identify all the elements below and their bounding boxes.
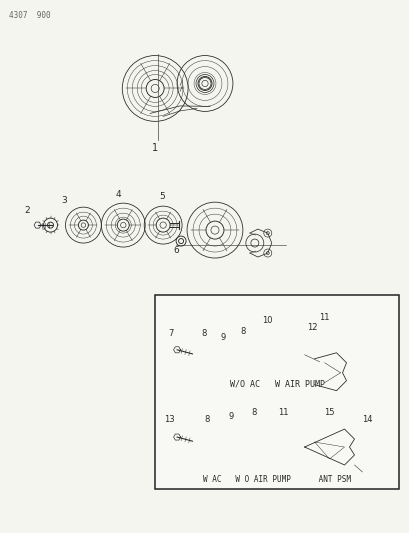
Text: 4: 4 [115,190,121,199]
Text: 13: 13 [164,415,174,424]
Text: 15: 15 [324,408,334,417]
Text: 11: 11 [277,408,288,417]
Text: 2: 2 [25,206,30,215]
Text: 5: 5 [159,192,164,201]
Text: 3: 3 [61,196,67,205]
Text: 11: 11 [318,313,328,322]
Text: 7: 7 [168,329,173,338]
Text: 9: 9 [220,333,226,342]
Text: 8: 8 [239,327,245,336]
Text: 8: 8 [204,415,209,424]
Text: 4307  900: 4307 900 [9,11,50,20]
Text: 6: 6 [173,246,178,255]
Bar [155,295,398,489]
Text: 8: 8 [200,329,206,338]
Text: 9: 9 [228,412,234,421]
Text: W AC   W O AIR PUMP      ANT PSM: W AC W O AIR PUMP ANT PSM [203,475,351,484]
Text: 1: 1 [152,143,158,154]
Text: W/O AC   W AIR PUMP: W/O AC W AIR PUMP [229,379,324,389]
Text: 10: 10 [262,316,272,325]
Text: 8: 8 [251,408,256,417]
Text: 12: 12 [306,323,317,332]
Text: 14: 14 [362,415,372,424]
